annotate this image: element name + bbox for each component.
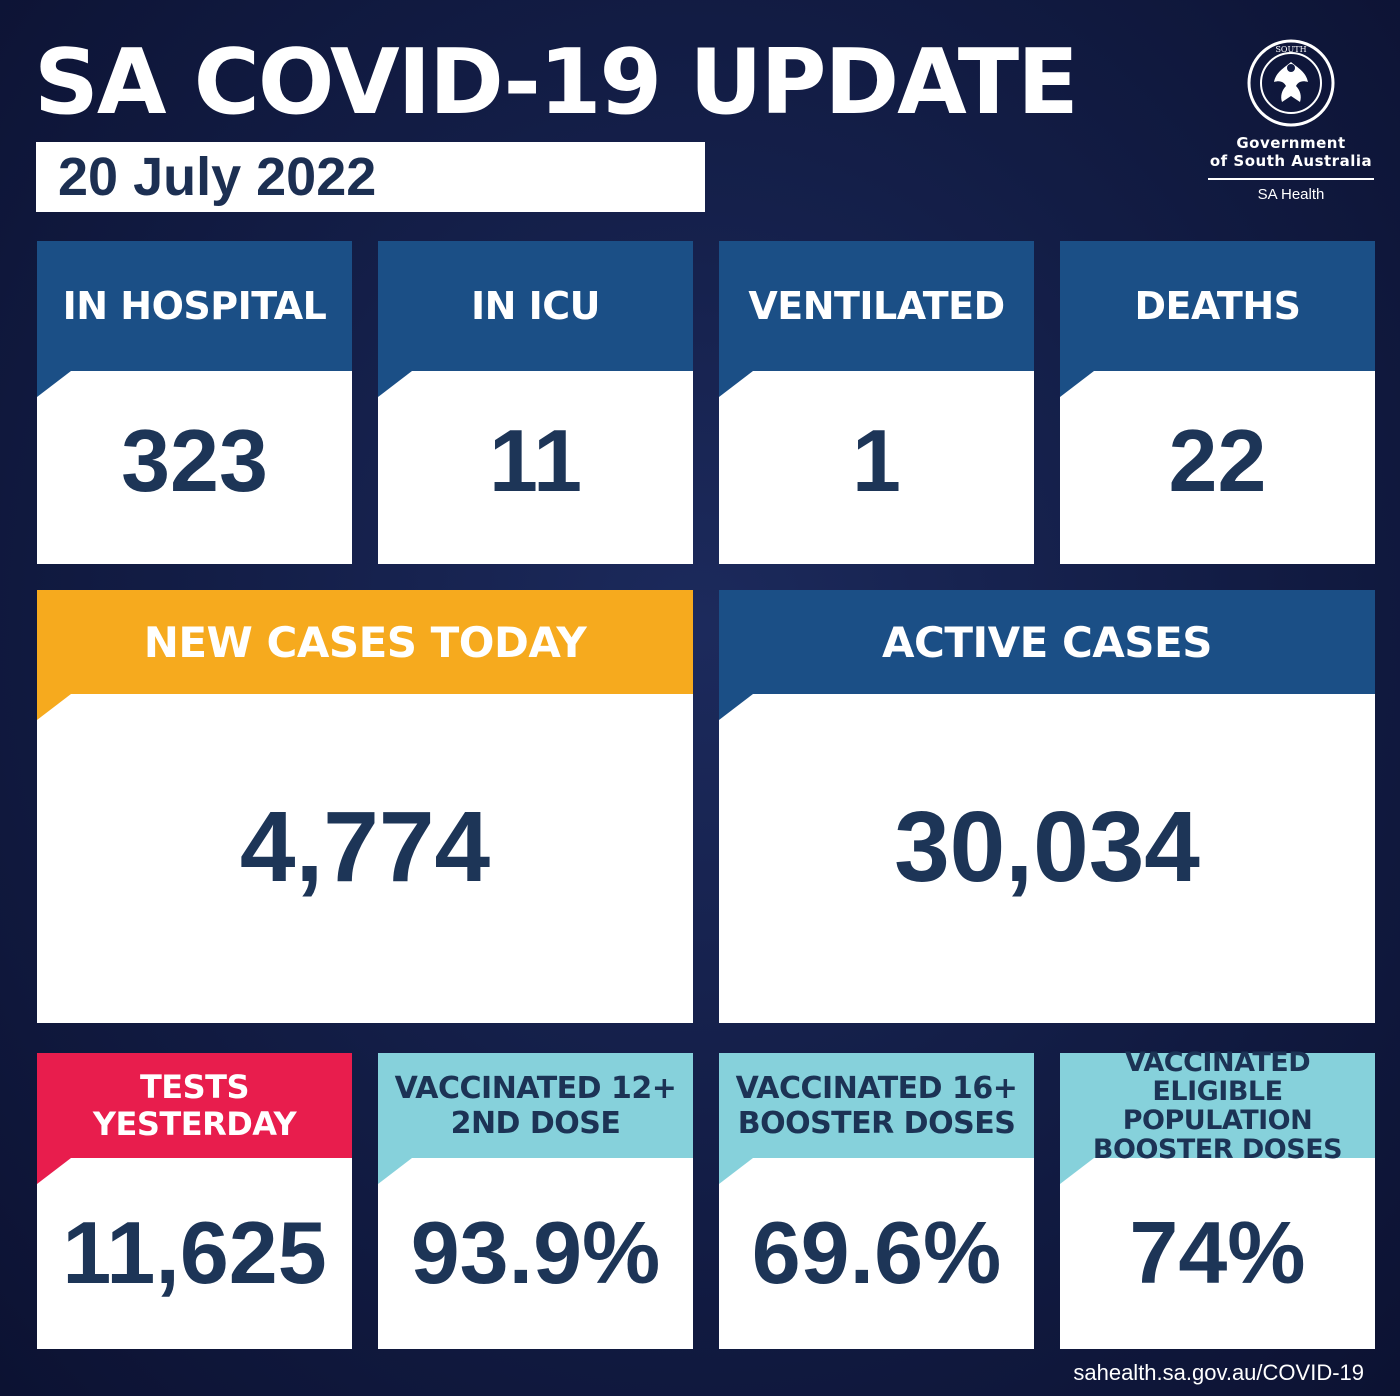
fold-decoration bbox=[378, 1158, 412, 1184]
stat-label-deaths: DEATHS bbox=[1060, 241, 1375, 397]
stat-value-vaccinated-16: 69.6% bbox=[751, 1203, 1002, 1302]
fold-decoration bbox=[1060, 371, 1094, 397]
stat-label-text: IN HOSPITAL bbox=[62, 284, 327, 328]
stat-card-in-hospital: IN HOSPITAL 323 bbox=[37, 241, 352, 564]
stat-card-in-icu: IN ICU 11 bbox=[378, 241, 693, 564]
stat-value-in-icu: 11 bbox=[488, 411, 583, 510]
stat-label-line: ELIGIBLE POPULATION bbox=[1122, 1075, 1313, 1136]
fold-decoration bbox=[37, 1158, 71, 1184]
update-date: 20 July 2022 bbox=[58, 147, 377, 207]
stat-label-in-icu: IN ICU bbox=[378, 241, 693, 397]
stat-value-active-cases: 30,034 bbox=[894, 791, 1200, 903]
stat-card-deaths: DEATHS 22 bbox=[1060, 241, 1375, 564]
fold-decoration bbox=[37, 694, 71, 720]
stat-label-line: BOOSTER DOSES bbox=[1092, 1133, 1343, 1165]
fold-decoration bbox=[378, 371, 412, 397]
logo-divider bbox=[1208, 178, 1374, 180]
stat-label-vaccinated-eligible: VACCINATED ELIGIBLE POPULATION BOOSTER D… bbox=[1060, 1048, 1375, 1184]
footer-url[interactable]: sahealth.sa.gov.au/COVID-19 bbox=[1073, 1360, 1364, 1385]
stat-label-active-cases: ACTIVE CASES bbox=[719, 590, 1375, 720]
stat-value-in-hospital: 323 bbox=[121, 411, 268, 510]
stat-card-tests: TESTS YESTERDAY 11,625 bbox=[37, 1053, 352, 1349]
stat-value-ventilated: 1 bbox=[852, 411, 901, 510]
stat-card-vaccinated-12: VACCINATED 12+ 2ND DOSE 93.9% bbox=[378, 1053, 693, 1349]
south-australia-seal-icon: SOUTH bbox=[1247, 39, 1335, 127]
stat-value-tests: 11,625 bbox=[62, 1203, 327, 1302]
seal-text: SOUTH bbox=[1275, 45, 1306, 54]
stat-card-new-cases: NEW CASES TODAY 4,774 bbox=[37, 590, 693, 1023]
stat-card-vaccinated-16: VACCINATED 16+ BOOSTER DOSES 69.6% bbox=[719, 1053, 1034, 1349]
stat-label-text: VENTILATED bbox=[748, 284, 1005, 328]
stat-label-line: YESTERDAY bbox=[92, 1104, 297, 1143]
stat-label-vaccinated-12: VACCINATED 12+ 2ND DOSE bbox=[378, 1053, 693, 1184]
page-title: SA COVID-19 UPDATE bbox=[34, 30, 1079, 135]
fold-decoration bbox=[1060, 1158, 1094, 1184]
fold-decoration bbox=[719, 371, 753, 397]
stat-card-active-cases: ACTIVE CASES 30,034 bbox=[719, 590, 1375, 1023]
stat-label-tests: TESTS YESTERDAY bbox=[37, 1053, 352, 1184]
stat-label-line: BOOSTER DOSES bbox=[737, 1105, 1016, 1141]
government-logo: SOUTH Government of South Australia SA H… bbox=[1205, 38, 1377, 208]
stat-label-new-cases: NEW CASES TODAY bbox=[37, 590, 693, 720]
stat-label-in-hospital: IN HOSPITAL bbox=[37, 241, 352, 397]
stat-card-ventilated: VENTILATED 1 bbox=[719, 241, 1034, 564]
stat-value-vaccinated-12: 93.9% bbox=[410, 1203, 661, 1302]
org-line-2: of South Australia bbox=[1209, 152, 1373, 170]
stat-label-ventilated: VENTILATED bbox=[719, 241, 1034, 397]
stat-label-line: 2ND DOSE bbox=[450, 1105, 621, 1141]
stat-label-line: TESTS bbox=[139, 1067, 250, 1106]
stat-label-text: ACTIVE CASES bbox=[882, 617, 1212, 667]
fold-decoration bbox=[719, 694, 753, 720]
stat-value-vaccinated-eligible: 74% bbox=[1129, 1203, 1306, 1302]
stat-value-new-cases: 4,774 bbox=[239, 791, 491, 903]
date-banner: 20 July 2022 bbox=[36, 142, 705, 212]
dept-name: SA Health bbox=[1257, 186, 1325, 203]
stat-card-vaccinated-eligible: VACCINATED ELIGIBLE POPULATION BOOSTER D… bbox=[1060, 1048, 1375, 1349]
stat-value-deaths: 22 bbox=[1168, 411, 1267, 510]
org-line-1: Government bbox=[1236, 134, 1346, 152]
fold-decoration bbox=[719, 1158, 753, 1184]
stat-label-line: VACCINATED bbox=[1124, 1046, 1311, 1078]
stat-label-line: VACCINATED 16+ bbox=[735, 1070, 1018, 1106]
fold-decoration bbox=[37, 371, 71, 397]
stat-label-text: IN ICU bbox=[470, 284, 601, 328]
stat-label-text: DEATHS bbox=[1134, 284, 1301, 328]
stat-label-text: NEW CASES TODAY bbox=[143, 617, 587, 667]
stat-label-vaccinated-16: VACCINATED 16+ BOOSTER DOSES bbox=[719, 1053, 1034, 1184]
stat-label-line: VACCINATED 12+ bbox=[394, 1070, 677, 1106]
